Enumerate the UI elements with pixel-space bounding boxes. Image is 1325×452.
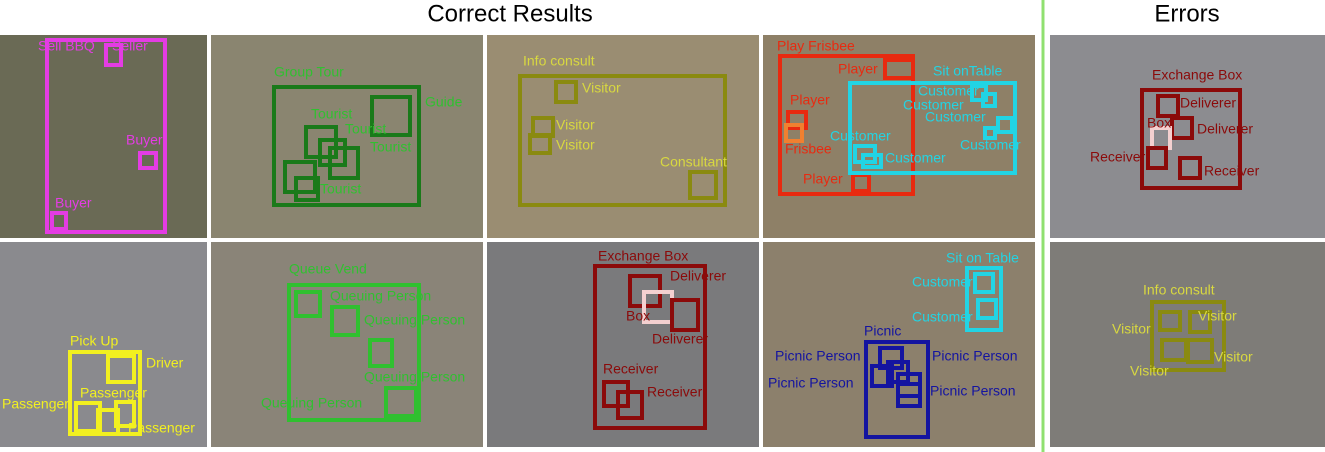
box-label: Box — [1147, 115, 1171, 131]
box-label: Consultant — [660, 154, 727, 170]
box-label: Exchange Box — [1152, 67, 1242, 83]
image-panel — [0, 35, 207, 238]
box-label: Player — [803, 171, 843, 187]
box-label: Tourist — [320, 181, 361, 197]
box-label: Tourist — [370, 139, 411, 155]
box-label: Receiver — [1204, 163, 1260, 179]
box-label: Passenger — [2, 396, 69, 412]
header-errors: Errors — [1154, 0, 1219, 27]
box-label: Picnic Person — [932, 348, 1018, 364]
box-label: Buyer — [55, 195, 92, 211]
box-label: Pick Up — [70, 333, 118, 349]
box-label: Deliverer — [670, 268, 726, 284]
box-label: Visitor — [556, 117, 595, 133]
box-label: Seller — [112, 38, 148, 54]
box-label: Picnic Person — [768, 375, 854, 391]
box-label: Frisbee — [785, 141, 832, 157]
box-label: Queue Vend — [289, 261, 367, 277]
box-label: Sit onTable — [933, 63, 1002, 79]
box-label: Visitor — [582, 80, 621, 96]
box-label: Receiver — [1090, 149, 1146, 165]
box-label: Guide — [425, 94, 463, 110]
box-label: Visitor — [1130, 363, 1169, 379]
box-label: Queuing Person — [261, 395, 362, 411]
box-label: Deliverer — [1197, 121, 1253, 137]
box-label: Queuing Person — [330, 288, 431, 304]
box-label: Queuing Person — [364, 369, 465, 385]
box-label: Receiver — [603, 361, 659, 377]
box-label: Info consult — [1143, 282, 1215, 298]
box-label: Exchange Box — [598, 248, 688, 264]
box-label: Sit on Table — [946, 250, 1019, 266]
box-label: Picnic — [864, 323, 901, 339]
box-label: Customer — [912, 274, 973, 290]
box-label: Deliverer — [652, 331, 708, 347]
box-label: Tourist — [311, 106, 352, 122]
figure: Correct Results Errors Sell BBQ Seller Buy… — [0, 0, 1325, 452]
box-label: Tourist — [345, 121, 386, 137]
box-label: Customer — [912, 309, 973, 325]
box-label: Passenger — [128, 420, 195, 436]
box-label: Picnic Person — [775, 348, 861, 364]
box-label: Play Frisbee — [777, 38, 855, 54]
box-label: Info consult — [523, 53, 595, 69]
box-label: Visitor — [556, 137, 595, 153]
box-label: Sell BBQ — [38, 38, 95, 54]
box-label: Customer — [885, 150, 946, 166]
box-label: Receiver — [647, 384, 703, 400]
box-label: Visitor — [1112, 321, 1151, 337]
box-label: Player — [838, 61, 878, 77]
box-label: Box — [626, 308, 650, 324]
box-label: Picnic Person — [930, 383, 1016, 399]
box-label: Customer — [960, 137, 1021, 153]
box-label: Customer — [830, 128, 891, 144]
header-correct: Correct Results — [427, 0, 592, 27]
box-label: Customer — [925, 109, 986, 125]
box-label: Buyer — [126, 132, 163, 148]
box-label: Visitor — [1214, 349, 1253, 365]
box-label: Driver — [146, 355, 184, 371]
box-label: Player — [790, 92, 830, 108]
box-label: Passenger — [80, 385, 147, 401]
box-label: Group Tour — [274, 64, 344, 80]
box-label: Deliverer — [1180, 95, 1236, 111]
box-label: Queuing Person — [364, 312, 465, 328]
box-label: Visitor — [1198, 308, 1237, 324]
